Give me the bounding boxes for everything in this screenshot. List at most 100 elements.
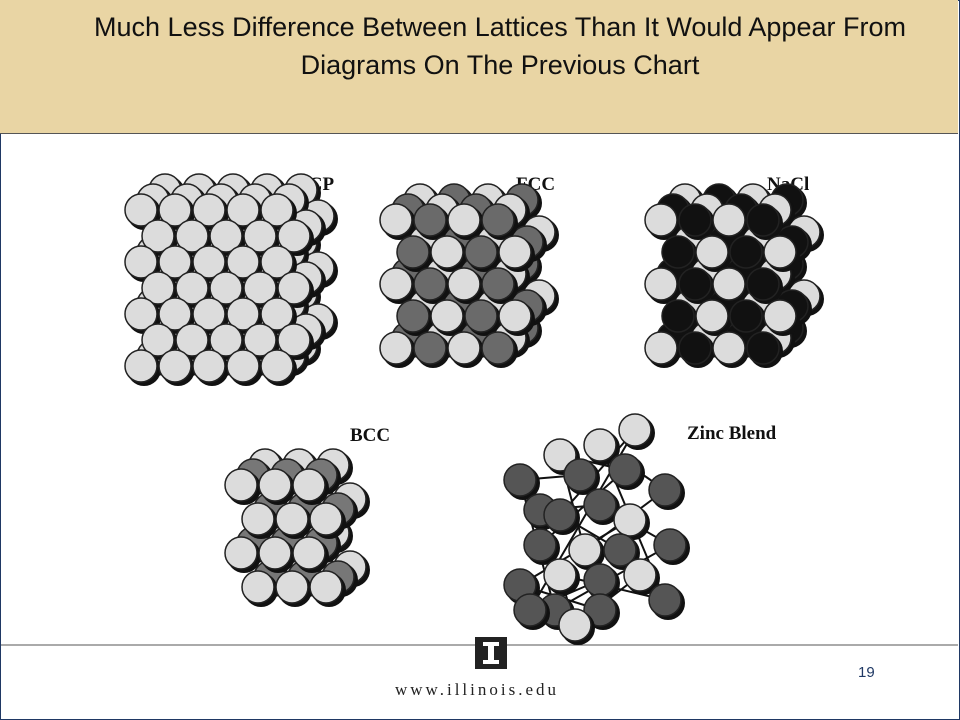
sphere — [158, 297, 192, 331]
sphere — [498, 299, 532, 333]
sphere — [608, 453, 642, 487]
sphere — [209, 323, 243, 357]
sphere — [413, 203, 447, 237]
sphere — [241, 570, 275, 604]
sphere — [292, 468, 326, 502]
sphere — [192, 349, 226, 383]
sphere — [158, 193, 192, 227]
sphere — [379, 267, 413, 301]
sphere — [275, 570, 309, 604]
sphere — [618, 413, 652, 447]
sphere — [379, 203, 413, 237]
footer-url: www.illinois.edu — [395, 680, 560, 699]
sphere — [224, 536, 258, 570]
sphere — [678, 267, 712, 301]
sphere — [124, 297, 158, 331]
sphere — [464, 235, 498, 269]
sphere — [243, 323, 277, 357]
sphere — [447, 203, 481, 237]
figure-label: Zinc Blend — [687, 423, 777, 444]
sphere — [379, 331, 413, 365]
sphere — [653, 528, 687, 562]
sphere — [695, 299, 729, 333]
sphere — [712, 331, 746, 365]
sphere — [226, 297, 260, 331]
sphere — [568, 533, 602, 567]
sphere — [192, 297, 226, 331]
sphere — [124, 193, 158, 227]
sphere — [746, 203, 780, 237]
sphere — [543, 438, 577, 472]
sphere — [695, 235, 729, 269]
sphere — [158, 349, 192, 383]
sphere — [678, 203, 712, 237]
sphere — [543, 498, 577, 532]
sphere — [678, 331, 712, 365]
sphere — [141, 323, 175, 357]
sphere — [481, 267, 515, 301]
lattice — [379, 183, 559, 368]
sphere — [413, 331, 447, 365]
figure-label: BCC — [350, 425, 390, 446]
lattice — [644, 183, 824, 368]
sphere — [243, 271, 277, 305]
sphere — [260, 297, 294, 331]
sphere — [396, 235, 430, 269]
sphere — [712, 203, 746, 237]
sphere — [623, 558, 657, 592]
sphere — [243, 219, 277, 253]
sphere — [583, 593, 617, 627]
sphere — [209, 219, 243, 253]
sphere — [175, 323, 209, 357]
sphere — [277, 271, 311, 305]
sphere — [603, 533, 637, 567]
sphere — [260, 349, 294, 383]
sphere — [258, 536, 292, 570]
sphere — [226, 193, 260, 227]
sphere — [226, 245, 260, 279]
sphere — [523, 528, 557, 562]
sphere — [481, 331, 515, 365]
zinc-blend — [503, 413, 690, 645]
sphere — [141, 219, 175, 253]
sphere — [447, 267, 481, 301]
sphere — [277, 219, 311, 253]
sphere — [309, 502, 343, 536]
sphere — [192, 193, 226, 227]
title-box: Much Less Difference Between Lattices Th… — [0, 0, 958, 134]
sphere — [583, 563, 617, 597]
sphere — [241, 502, 275, 536]
sphere — [746, 267, 780, 301]
sphere — [648, 473, 682, 507]
logo — [475, 637, 507, 669]
sphere — [175, 219, 209, 253]
sphere — [430, 299, 464, 333]
sphere — [498, 235, 532, 269]
sphere — [661, 299, 695, 333]
sphere — [226, 349, 260, 383]
sphere — [763, 299, 797, 333]
sphere — [558, 608, 592, 642]
sphere — [464, 299, 498, 333]
sphere — [209, 271, 243, 305]
lattice — [124, 173, 338, 386]
sphere — [192, 245, 226, 279]
sphere — [543, 558, 577, 592]
sphere — [413, 267, 447, 301]
sphere — [729, 299, 763, 333]
sphere — [644, 203, 678, 237]
sphere — [258, 468, 292, 502]
sphere — [275, 502, 309, 536]
sphere — [563, 458, 597, 492]
sphere — [292, 536, 326, 570]
sphere — [124, 349, 158, 383]
lattice — [224, 448, 370, 607]
sphere — [309, 570, 343, 604]
sphere — [503, 463, 537, 497]
sphere — [746, 331, 780, 365]
sphere — [729, 235, 763, 269]
sphere — [277, 323, 311, 357]
sphere — [644, 267, 678, 301]
